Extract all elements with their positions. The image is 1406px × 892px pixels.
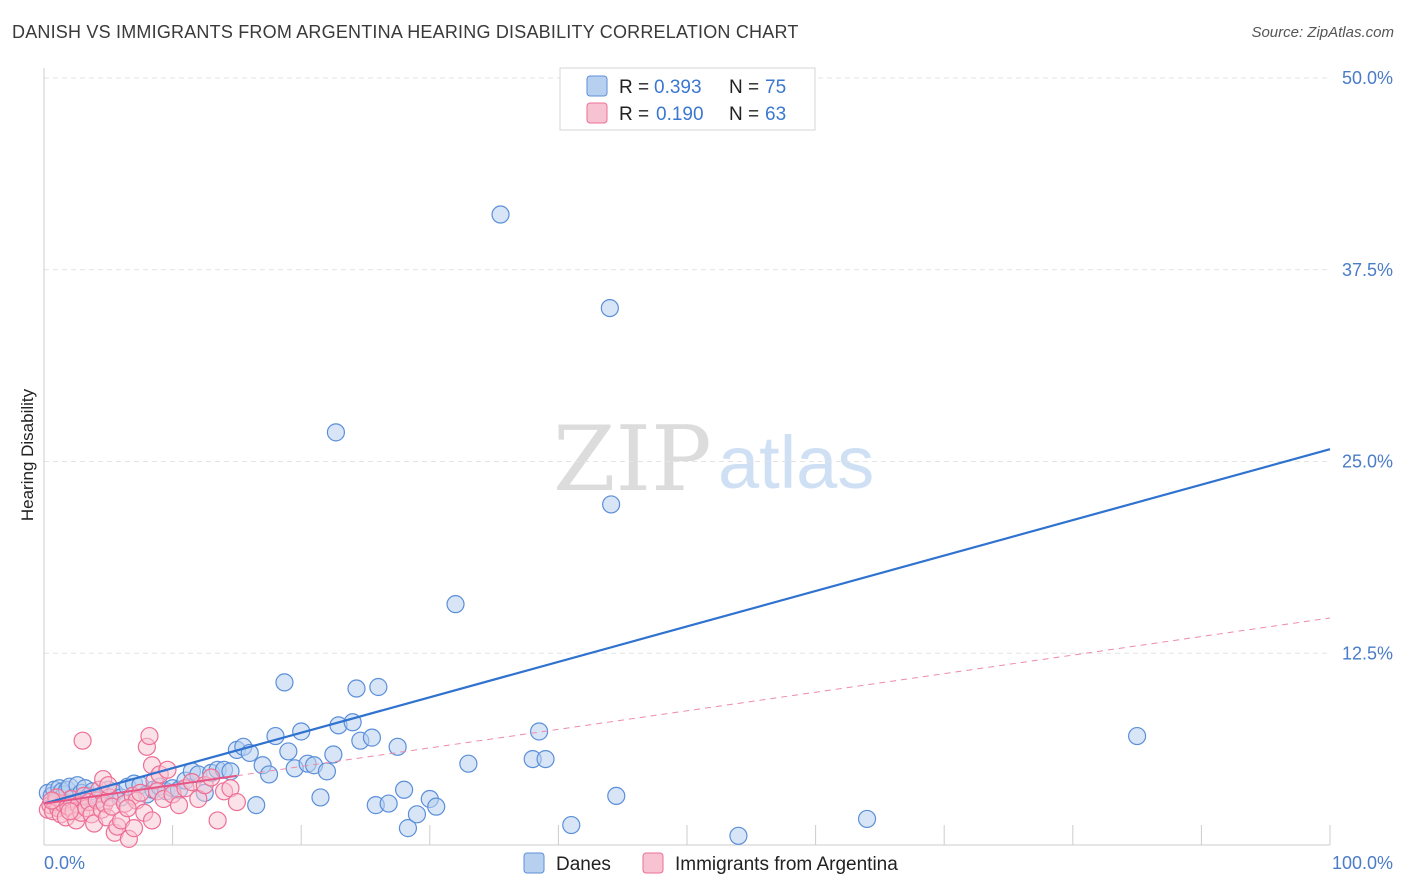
chart-source: Source: ZipAtlas.com	[1251, 24, 1394, 41]
argentina-point	[142, 811, 162, 830]
danes-point	[446, 595, 465, 614]
series-legend-swatch-danes	[523, 852, 545, 874]
danes-point	[369, 677, 388, 697]
danes-point	[607, 786, 626, 806]
tick-layer: 12.5% 25.0% 37.5% 50.0% 0.0% 100.0%	[44, 68, 1393, 873]
argentina-point	[202, 768, 221, 787]
argentina-point	[140, 726, 159, 746]
legend-r-label-danes: R =	[619, 77, 649, 98]
series-legend: Danes Immigrants from Argentina	[523, 852, 898, 875]
argentina-point	[118, 799, 137, 818]
danes-trend-line	[43, 448, 1331, 805]
legend-swatch-danes	[586, 75, 608, 97]
danes-point	[407, 805, 427, 824]
y-tick-label: 50.0%	[1342, 68, 1393, 88]
danes-point	[530, 722, 549, 741]
danes-point	[275, 673, 294, 692]
legend-n-label-argentina: N =	[729, 104, 759, 125]
legend-swatch-argentina	[586, 102, 608, 124]
danes-point	[311, 788, 330, 807]
danes-point	[388, 737, 407, 756]
argentina-point	[60, 802, 79, 821]
danes-point	[279, 742, 298, 761]
danes-point	[602, 495, 621, 514]
legend-n-value-danes: 75	[765, 77, 786, 98]
trend-layer	[43, 448, 1331, 805]
y-tick-label: 25.0%	[1342, 452, 1393, 472]
y-tick-label: 12.5%	[1342, 643, 1393, 663]
danes-point	[379, 794, 398, 813]
argentina-point	[208, 811, 227, 830]
legend-r-value-argentina: 0.190	[656, 104, 704, 125]
danes-point	[857, 809, 877, 829]
x-tick-label: 100.0%	[1332, 853, 1393, 873]
danes-point	[247, 796, 266, 815]
danes-point	[398, 819, 418, 838]
watermark-atlas: atlas	[718, 421, 874, 504]
y-tick-label: 37.5%	[1342, 260, 1393, 280]
argentina-point	[227, 792, 246, 812]
danes-point	[394, 780, 414, 799]
danes-point	[259, 765, 279, 784]
danes-point	[491, 205, 510, 224]
stats-legend: R = 0.393 N = 75 R = 0.190 N = 63	[559, 67, 816, 131]
danes-point	[427, 797, 446, 816]
danes-point	[600, 299, 619, 318]
series-layer	[38, 98, 1147, 848]
danes-point	[347, 679, 366, 698]
danes-point	[362, 728, 382, 747]
series-legend-label-danes: Danes	[556, 854, 611, 875]
danes-point	[317, 762, 337, 781]
legend-n-value-argentina: 63	[765, 104, 786, 125]
argentina-point	[124, 819, 144, 838]
danes-point	[1127, 726, 1147, 746]
argentina-trend-line-extrapolated	[236, 617, 1331, 777]
danes-point	[536, 749, 555, 769]
axis-layer	[43, 68, 1330, 846]
argentina-point	[131, 783, 150, 802]
legend-r-value-danes: 0.393	[654, 77, 702, 98]
watermark-zip: ZIP	[553, 407, 712, 512]
danes-point	[459, 754, 478, 773]
danes-point	[562, 815, 581, 835]
x-tick-label: 0.0%	[44, 853, 85, 873]
argentina-point	[169, 796, 189, 815]
danes-point	[729, 826, 748, 845]
argentina-trend-line	[43, 774, 238, 805]
legend-n-label-danes: N =	[729, 77, 759, 98]
danes-point	[326, 423, 346, 442]
series-legend-swatch-argentina	[642, 852, 664, 874]
danes-point	[324, 745, 343, 764]
legend-r-label-argentina: R =	[619, 104, 649, 125]
y-axis-title: Hearing Disability	[18, 388, 37, 521]
argentina-point	[73, 731, 92, 750]
chart-title: DANISH VS IMMIGRANTS FROM ARGENTINA HEAR…	[12, 22, 799, 42]
series-legend-label-argentina: Immigrants from Argentina	[675, 854, 898, 875]
